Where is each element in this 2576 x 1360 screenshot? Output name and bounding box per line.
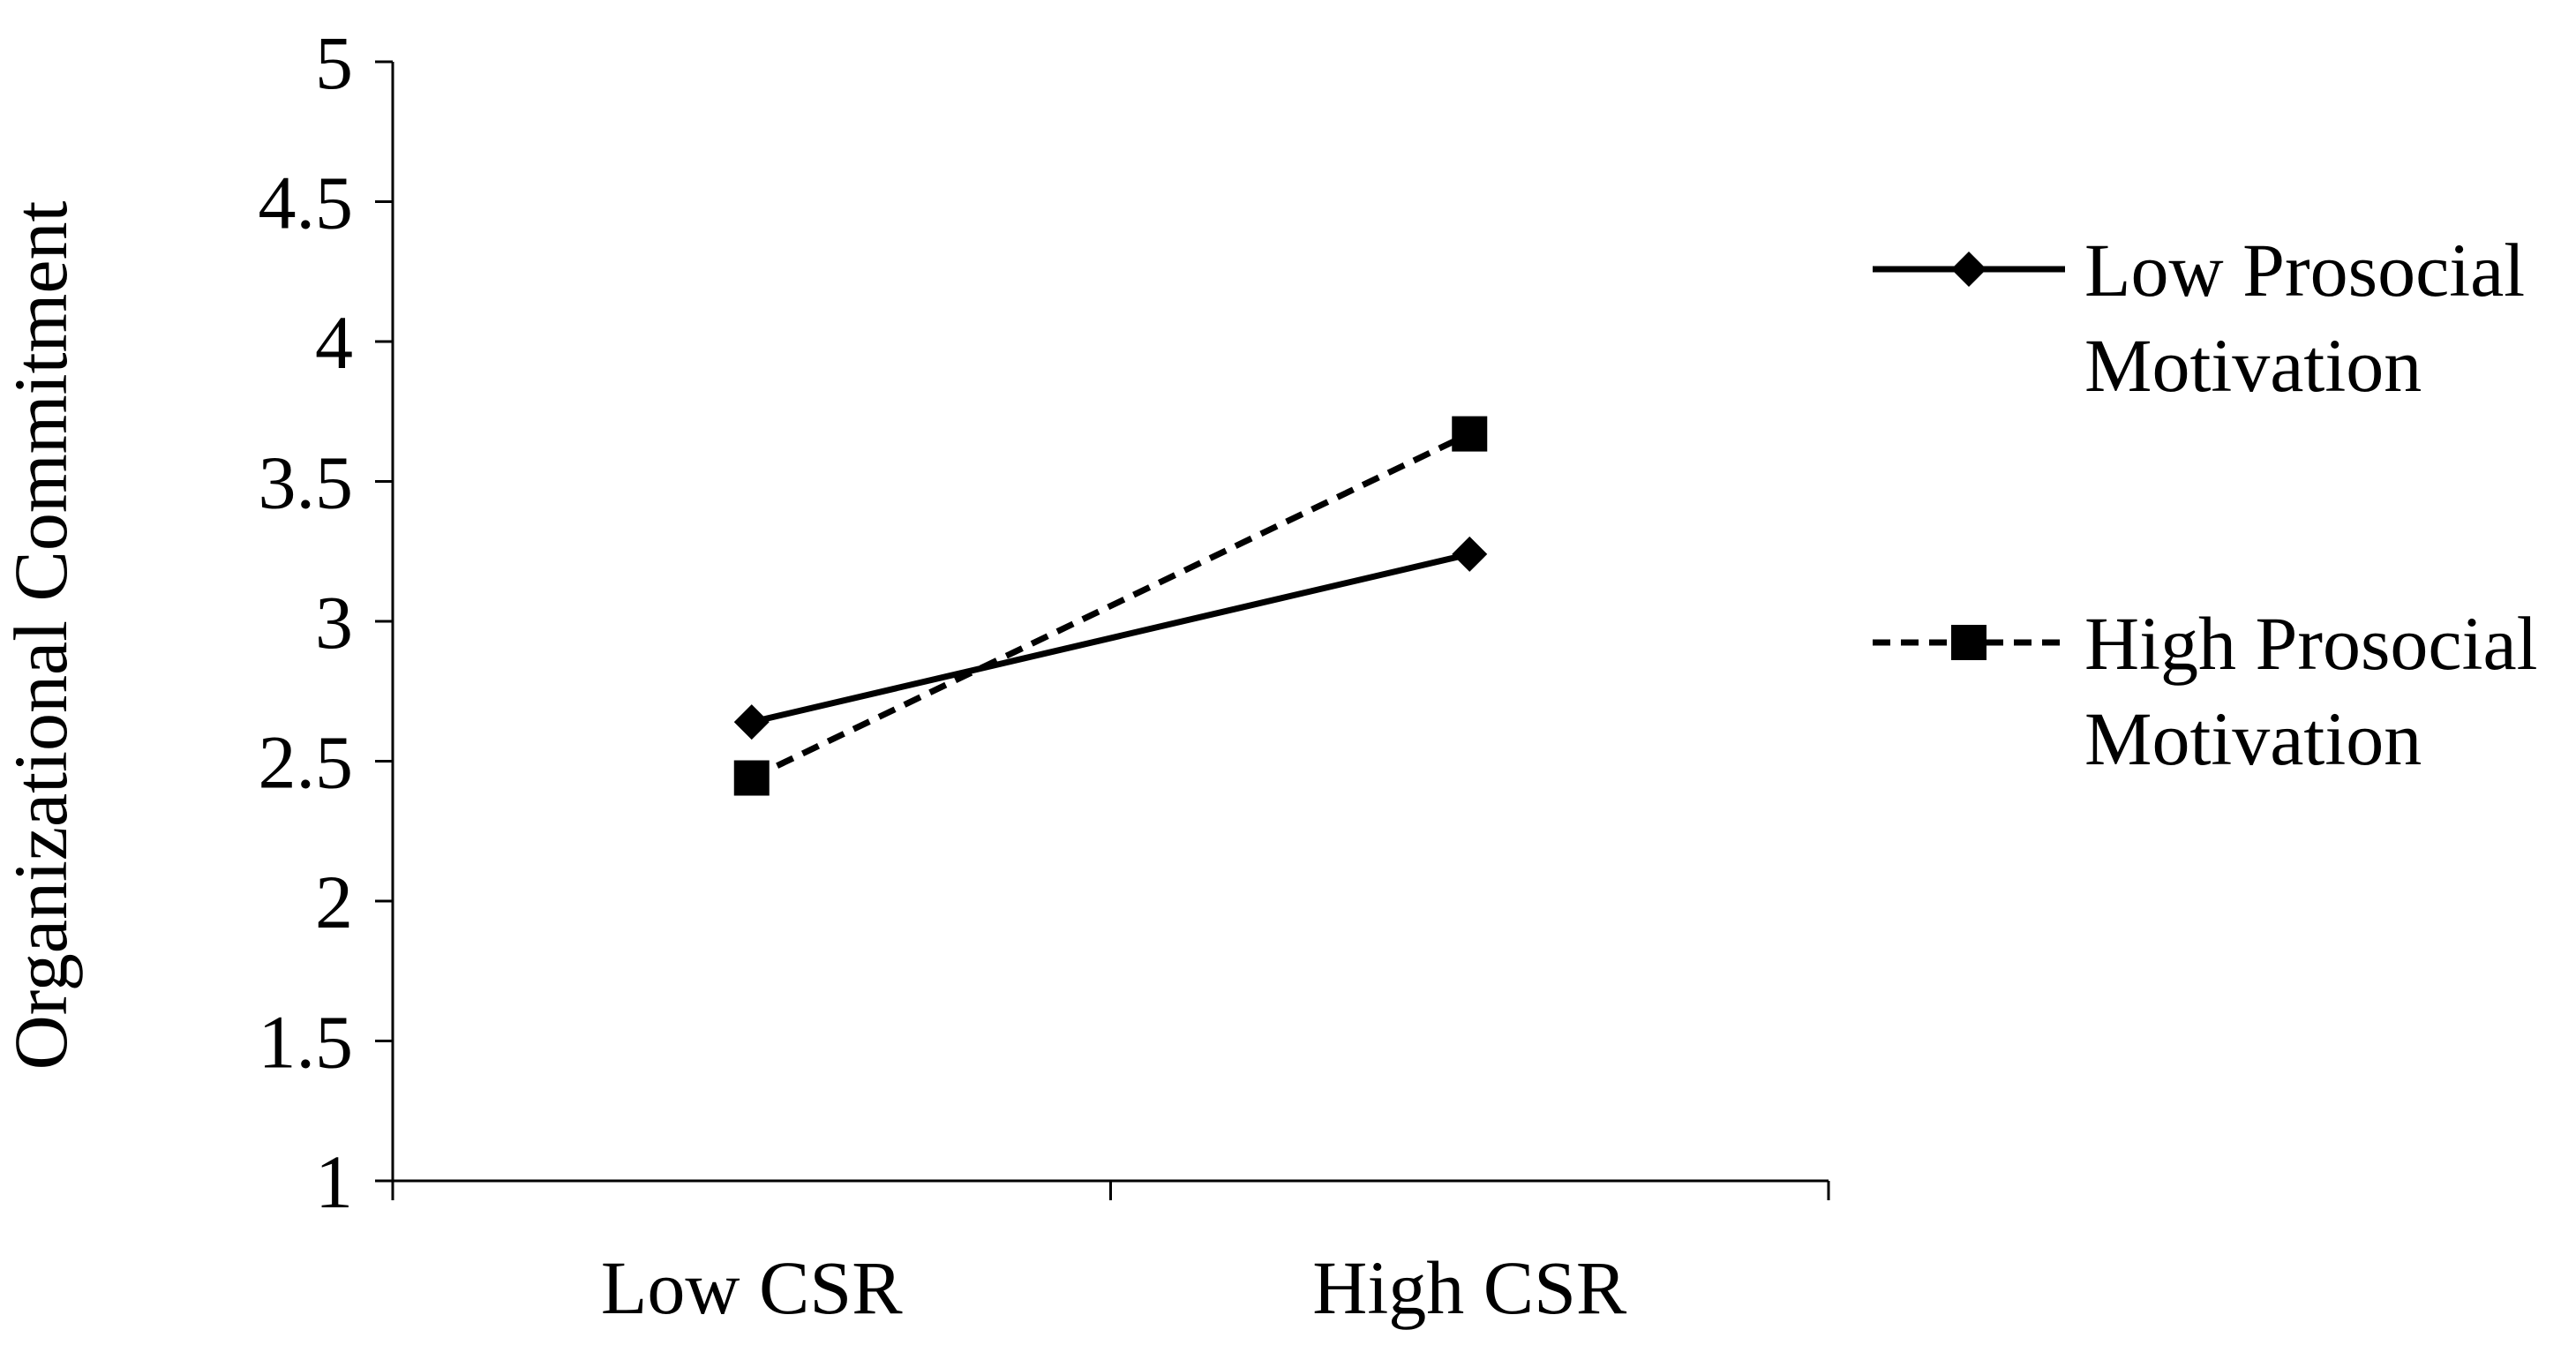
legend-label-line1: High Prosocial xyxy=(2084,601,2538,686)
series-line xyxy=(750,431,1471,781)
x-tick-label: High CSR xyxy=(1312,1245,1627,1330)
legend-marker xyxy=(1951,625,1986,660)
y-tick-label: 2 xyxy=(315,860,353,944)
y-tick-label: 3 xyxy=(315,580,353,665)
series-line xyxy=(750,551,1471,725)
y-tick-label: 4 xyxy=(315,300,353,385)
legend-item-2: High Prosocial Motivation xyxy=(1873,601,2538,781)
legend-label-line2: Motivation xyxy=(2084,696,2422,781)
y-axis-title: Organizational Commitment xyxy=(0,200,83,1070)
x-tick-label: Low CSR xyxy=(601,1245,903,1330)
series-2 xyxy=(733,416,1488,796)
series-1 xyxy=(733,536,1488,740)
data-point-square xyxy=(733,760,770,796)
y-tick-label: 3.5 xyxy=(259,440,354,525)
legend-item-1: Low Prosocial Motivation xyxy=(1873,228,2525,408)
y-tick-label: 1 xyxy=(315,1139,353,1224)
legend-label-line2: Motivation xyxy=(2084,323,2422,408)
series xyxy=(733,416,1488,796)
data-point-square xyxy=(1452,416,1488,452)
y-tick-label: 1.5 xyxy=(259,1000,354,1085)
y-tick-label: 2.5 xyxy=(259,720,354,805)
x-ticks: Low CSR High CSR xyxy=(391,1181,1830,1330)
legend-label-line1: Low Prosocial xyxy=(2084,228,2525,312)
axes xyxy=(391,62,1829,1183)
data-point-diamond xyxy=(733,704,770,740)
legend-marker xyxy=(1951,252,1986,287)
y-tick-label: 5 xyxy=(315,20,353,105)
legend: Low Prosocial Motivation High Prosocial Mot… xyxy=(1873,228,2538,781)
data-point-diamond xyxy=(1452,536,1488,572)
y-ticks: 1 1.5 2 2.5 3 3.5 4 4.5 5 xyxy=(259,20,393,1224)
y-tick-label: 4.5 xyxy=(259,161,354,245)
